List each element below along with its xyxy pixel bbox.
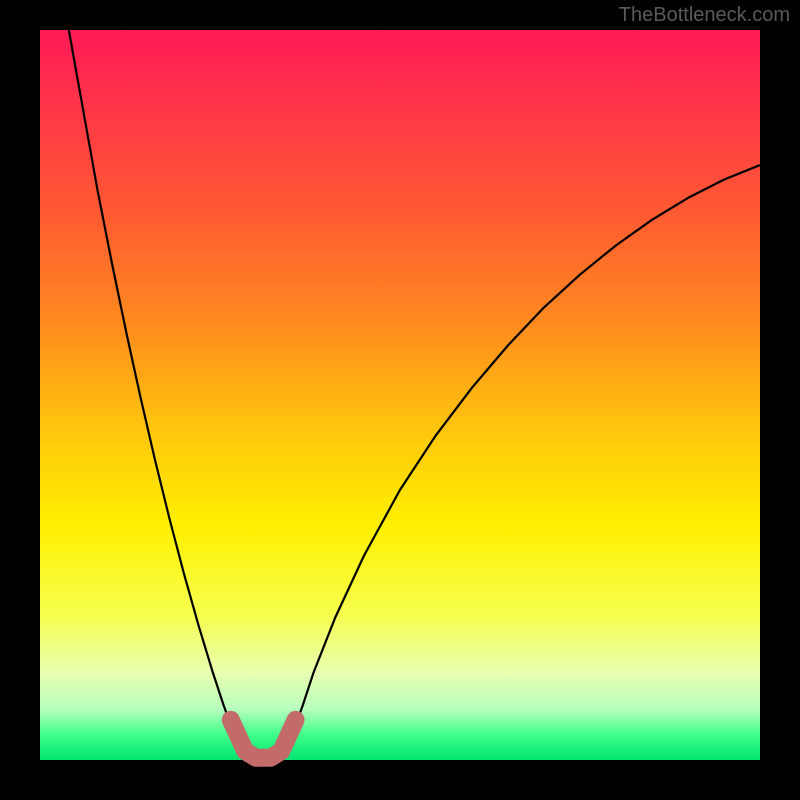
watermark-text: TheBottleneck.com [619, 4, 790, 27]
bottleneck-chart [0, 0, 800, 800]
chart-container: TheBottleneck.com [0, 0, 800, 800]
